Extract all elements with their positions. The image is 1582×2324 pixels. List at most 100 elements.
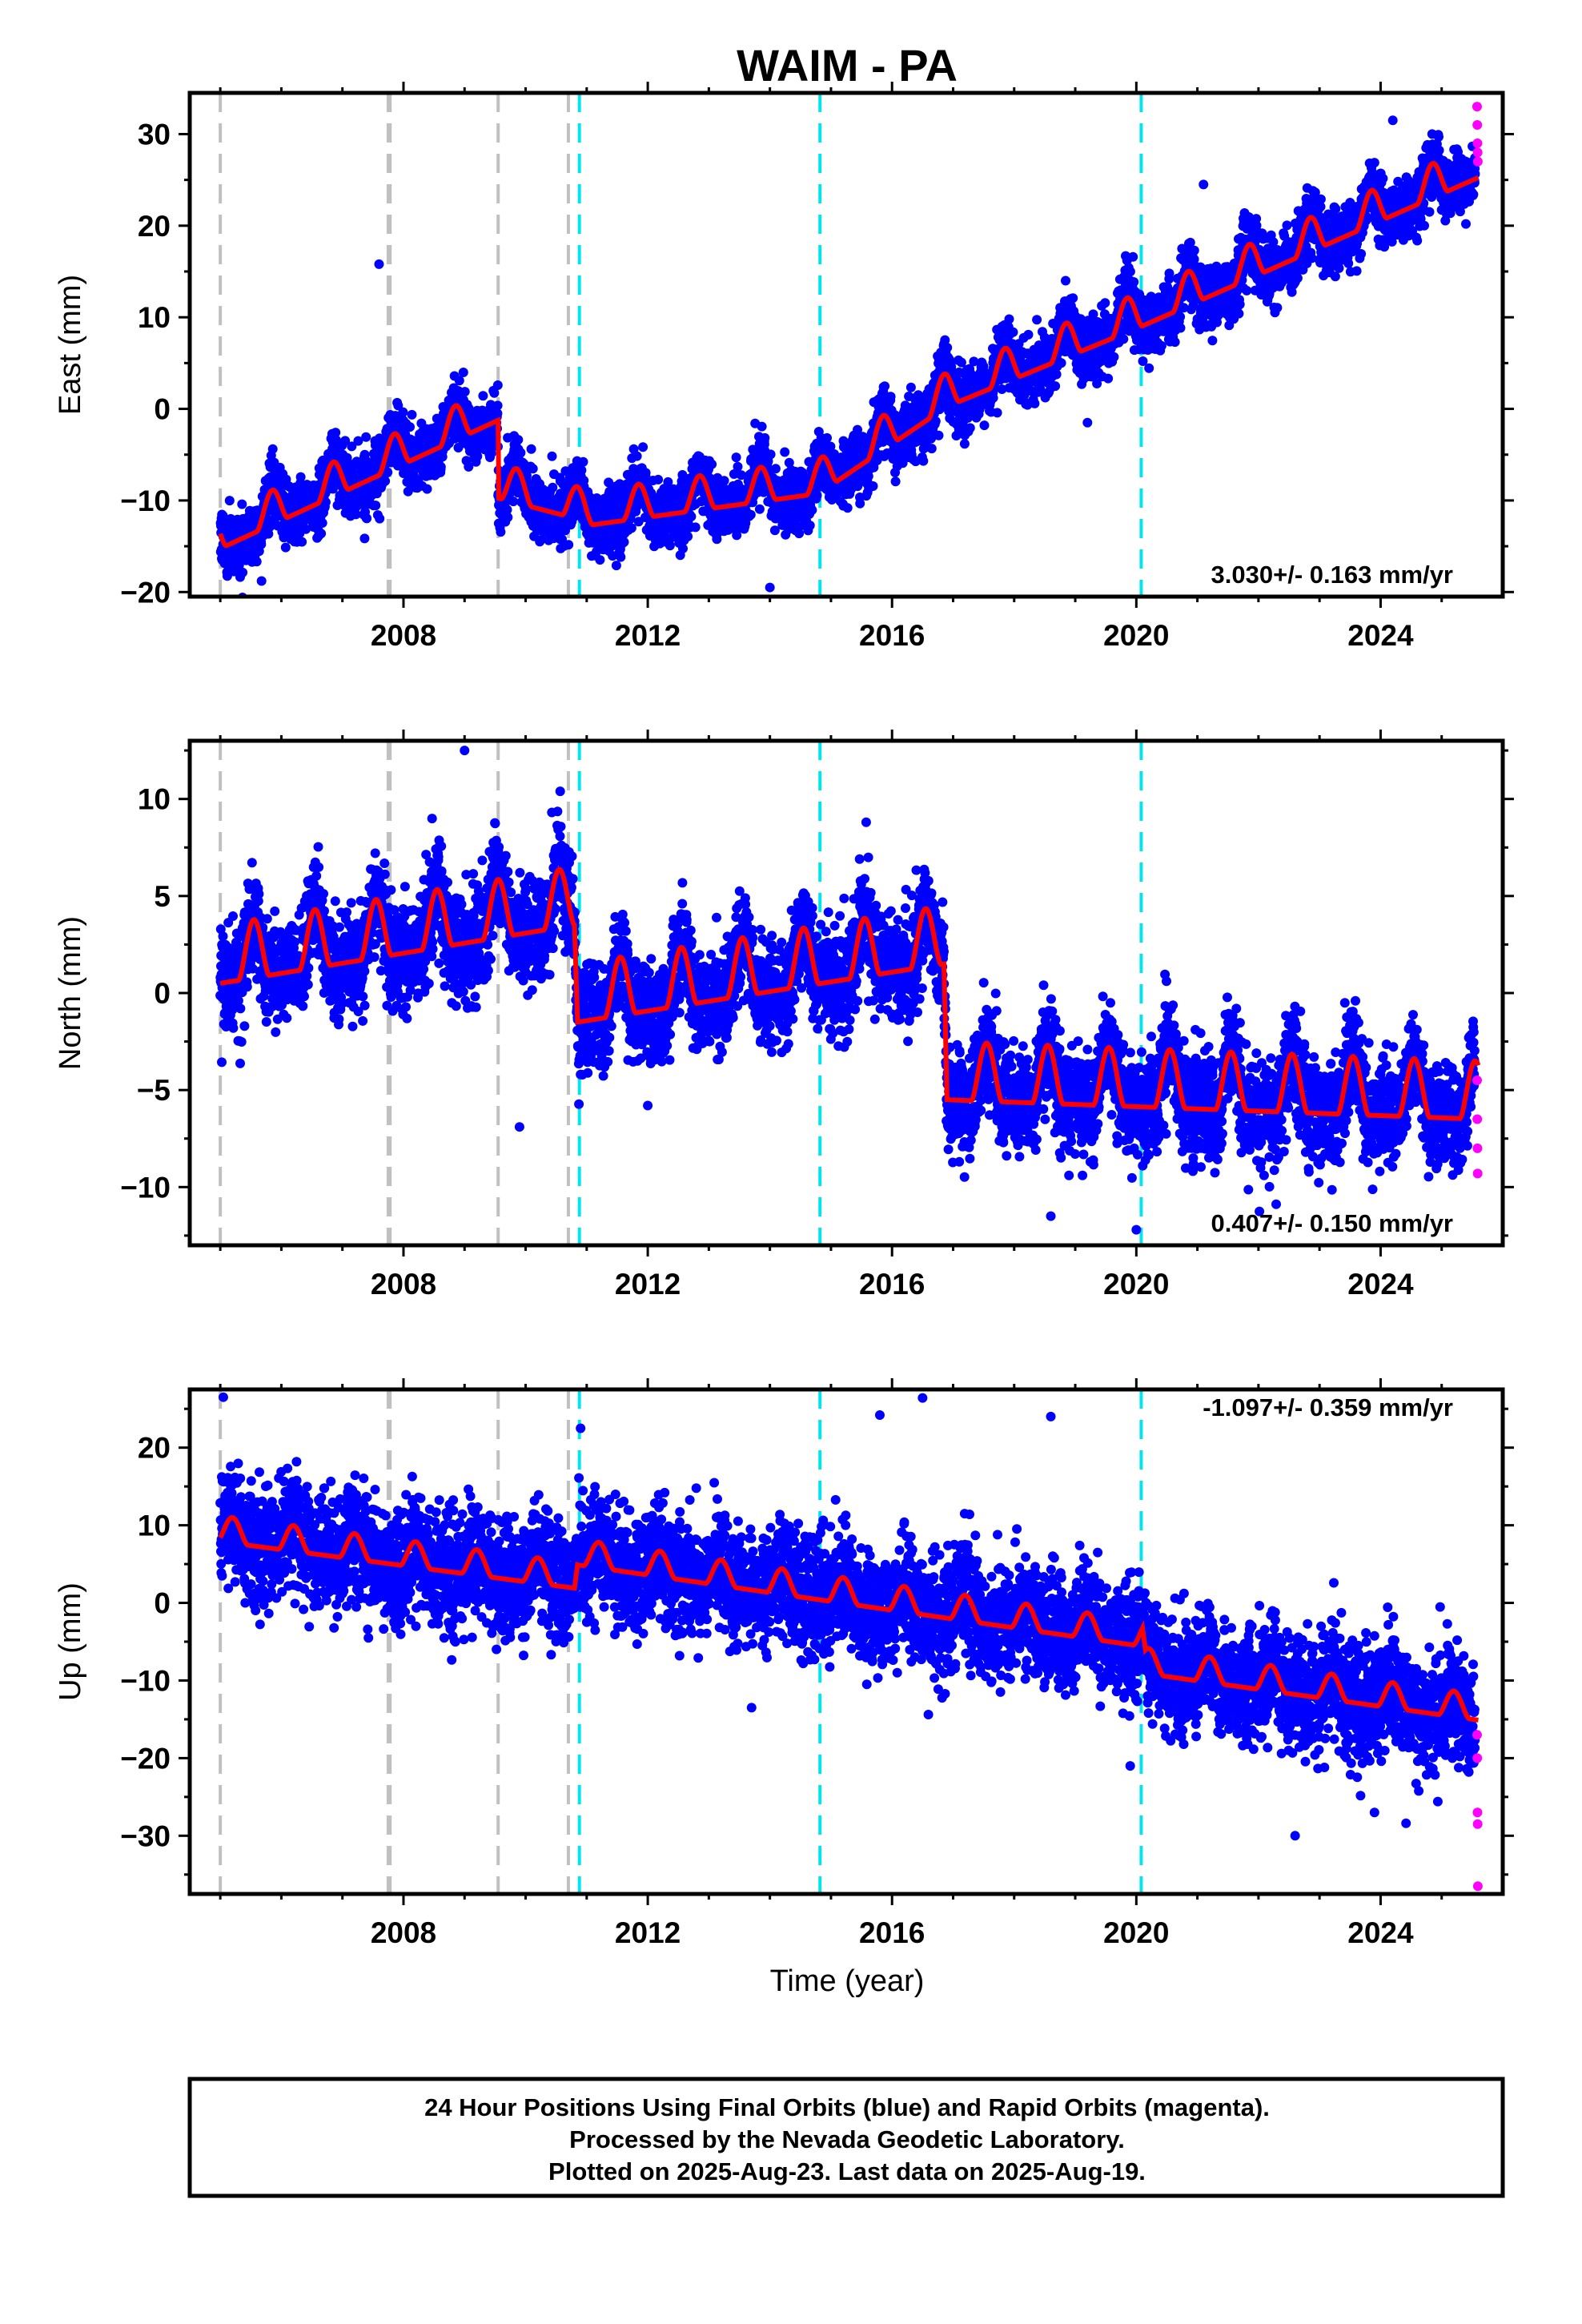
- data-point: [733, 461, 743, 472]
- data-point: [855, 498, 865, 509]
- data-point: [351, 509, 361, 520]
- data-point: [222, 571, 232, 581]
- data-point: [754, 504, 765, 514]
- data-point: [398, 407, 408, 417]
- data-point: [361, 432, 371, 442]
- data-point: [460, 387, 470, 397]
- data-point: [464, 461, 474, 472]
- data-point: [316, 529, 327, 539]
- data-point: [422, 484, 432, 494]
- data-point: [1030, 398, 1040, 408]
- data-point: [626, 523, 636, 533]
- data-point: [638, 442, 648, 452]
- data-point: [719, 476, 729, 486]
- data-point: [265, 521, 275, 532]
- data-point: [489, 388, 500, 398]
- data-point: [890, 476, 901, 487]
- data-point: [267, 444, 278, 454]
- data-point: [765, 449, 776, 460]
- data-point: [959, 439, 970, 449]
- data-point: [595, 555, 605, 565]
- data-point: [503, 513, 513, 522]
- data-point: [436, 462, 446, 472]
- data-point: [301, 524, 311, 534]
- data-point: [665, 541, 675, 551]
- data-point: [224, 496, 235, 506]
- data-point: [492, 380, 503, 390]
- data-point: [234, 561, 244, 570]
- data-point: [256, 539, 267, 549]
- data-point: [805, 521, 815, 531]
- data-point: [371, 501, 381, 511]
- data-point: [320, 497, 331, 508]
- data-point: [926, 444, 937, 454]
- data-point: [632, 451, 642, 461]
- data-point: [930, 416, 941, 426]
- data-point: [454, 376, 464, 386]
- data-point: [331, 435, 341, 445]
- data-point: [880, 381, 890, 392]
- data-point: [842, 503, 853, 513]
- data-point: [934, 430, 944, 440]
- data-point: [686, 512, 697, 521]
- data-point: [340, 436, 351, 446]
- data-point: [736, 470, 746, 480]
- data-point: [218, 511, 228, 521]
- data-point: [353, 436, 363, 446]
- data-point: [492, 408, 503, 419]
- data-point: [297, 537, 307, 547]
- data-point: [640, 468, 651, 478]
- data-point: [263, 529, 274, 539]
- data-point: [942, 343, 953, 353]
- final-orbit-points: [215, 115, 1480, 597]
- data-point: [885, 392, 896, 402]
- data-point: [965, 423, 975, 433]
- data-point: [745, 509, 756, 520]
- data-point: [362, 513, 372, 524]
- data-point: [526, 444, 536, 454]
- data-point: [508, 497, 519, 507]
- data-point: [472, 451, 483, 461]
- data-point: [812, 490, 822, 501]
- data-point: [492, 400, 503, 411]
- data-point: [1068, 293, 1078, 304]
- data-point: [770, 464, 781, 474]
- data-point: [564, 540, 574, 550]
- data-point: [359, 533, 370, 544]
- data-point: [478, 391, 488, 401]
- data-point: [992, 408, 1002, 418]
- data-point: [1050, 381, 1061, 392]
- data-point: [251, 557, 262, 567]
- data-point: [760, 432, 770, 443]
- data-point: [807, 505, 817, 515]
- data-point: [653, 474, 664, 485]
- data-point: [238, 567, 248, 577]
- data-point: [663, 476, 673, 487]
- data-point: [431, 422, 441, 432]
- data-point: [347, 441, 357, 452]
- data-point: [383, 467, 393, 477]
- data-point: [707, 459, 717, 469]
- data-point: [757, 421, 767, 432]
- data-point: [979, 420, 990, 431]
- data-point: [678, 544, 688, 553]
- data-point: [578, 456, 588, 467]
- data-point: [237, 499, 247, 509]
- data-point: [486, 448, 496, 459]
- data-point: [1032, 315, 1042, 325]
- data-point: [1061, 275, 1070, 286]
- data-point: [868, 481, 878, 491]
- figure-title: WAIM - PA: [737, 40, 958, 90]
- data-point: [822, 432, 832, 443]
- data-point: [295, 472, 306, 482]
- data-point: [502, 505, 512, 515]
- data-point: [317, 518, 327, 528]
- data-point: [731, 452, 741, 463]
- data-point: [794, 529, 805, 539]
- data-point: [616, 552, 626, 562]
- data-point: [513, 435, 524, 445]
- data-point: [1056, 358, 1066, 368]
- data-point: [516, 448, 526, 458]
